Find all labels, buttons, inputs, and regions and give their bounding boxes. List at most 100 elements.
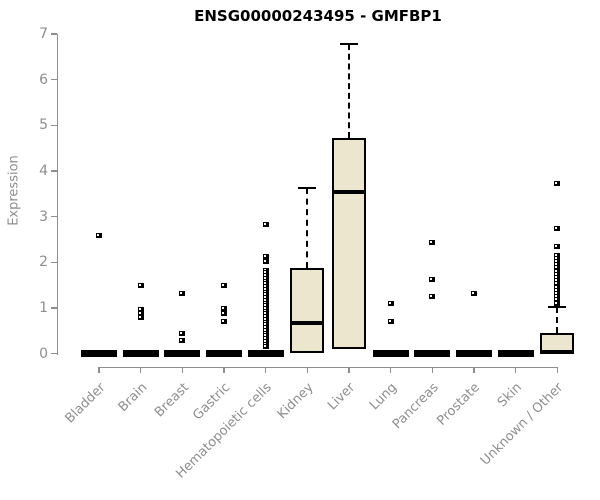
outlier-point <box>262 308 269 314</box>
y-tick <box>50 33 57 35</box>
outlier-point <box>262 281 269 287</box>
whisker <box>556 306 559 334</box>
outlier-point <box>262 289 269 295</box>
x-tick <box>223 367 225 373</box>
x-tick-label: Skin <box>494 380 525 411</box>
outlier-point <box>262 319 269 325</box>
outlier-point <box>262 284 269 290</box>
y-tick-label: 1 <box>39 300 48 317</box>
y-tick-label: 7 <box>39 26 48 43</box>
outlier-point <box>554 284 561 290</box>
box <box>247 350 284 358</box>
y-tick-label: 6 <box>39 71 48 88</box>
outlier-point <box>429 294 436 300</box>
outlier-point <box>262 267 269 273</box>
y-axis-line <box>56 33 58 355</box>
x-tick-label: Kidney <box>274 380 317 423</box>
x-tick-label: Lung <box>366 380 400 414</box>
whisker <box>306 188 309 268</box>
x-tick-label: Prostate <box>434 380 484 429</box>
box <box>455 350 492 358</box>
outlier-point <box>554 265 561 271</box>
box <box>372 350 409 358</box>
outlier-point <box>262 286 269 292</box>
outlier-point <box>554 262 561 268</box>
outlier-point <box>554 244 561 250</box>
outlier-point <box>554 268 561 274</box>
x-tick <box>264 367 267 373</box>
outlier-point <box>262 333 269 339</box>
x-tick-label: Brain <box>115 380 150 415</box>
outlier-point <box>554 290 561 296</box>
outlier-point <box>262 303 269 309</box>
y-tick <box>50 124 57 127</box>
outlier-point <box>220 282 227 288</box>
outlier-point <box>262 270 269 276</box>
outlier-point <box>262 297 269 303</box>
x-tick <box>514 367 517 373</box>
x-tick <box>473 367 475 373</box>
outlier-point <box>262 300 269 306</box>
outlier-point <box>137 282 144 288</box>
outlier-point <box>554 300 561 306</box>
outlier-point <box>429 239 436 245</box>
outlier-point <box>262 327 269 333</box>
outlier-point <box>554 281 561 287</box>
outlier-point <box>554 274 561 280</box>
box <box>81 350 117 358</box>
outlier-point <box>554 180 561 186</box>
outlier-point <box>262 325 269 331</box>
y-tick <box>50 78 57 81</box>
chart-title: ENSG00000243495 - GMFBP1 <box>194 7 442 25</box>
outlier-point <box>262 338 269 344</box>
outlier-point <box>262 330 269 336</box>
box <box>164 350 201 358</box>
outlier-point <box>262 316 269 322</box>
x-axis-line <box>98 366 559 368</box>
outlier-point <box>262 273 269 279</box>
y-tick-label: 4 <box>39 163 48 180</box>
outlier-point <box>554 297 561 303</box>
x-tick <box>431 367 434 373</box>
outlier-point <box>554 278 561 284</box>
outlier-point <box>96 233 102 239</box>
x-tick-label: Breast <box>151 380 192 421</box>
y-tick <box>50 352 57 355</box>
x-tick <box>306 367 309 373</box>
box <box>414 350 451 358</box>
outlier-point <box>554 271 561 277</box>
x-tick <box>139 367 142 373</box>
outlier-point <box>179 290 186 296</box>
outlier-point <box>179 338 186 344</box>
outlier-point <box>387 300 394 306</box>
x-tick <box>556 367 558 373</box>
outlier-point <box>262 222 269 228</box>
outlier-point <box>554 252 561 258</box>
y-tick <box>50 215 57 218</box>
outlier-point <box>262 292 269 298</box>
x-tick <box>98 367 100 373</box>
y-tick-label: 5 <box>39 117 48 134</box>
x-tick-label: Unknown / Other <box>478 380 567 469</box>
y-tick-label: 2 <box>39 254 48 271</box>
box <box>122 350 159 358</box>
box <box>290 267 325 353</box>
box <box>331 138 366 350</box>
outlier-point <box>220 311 227 317</box>
outlier-point <box>554 258 561 264</box>
outlier-point <box>262 341 269 347</box>
outlier-point <box>262 311 269 317</box>
outlier-point <box>470 290 477 296</box>
outlier-point <box>262 278 269 284</box>
outlier-point <box>262 295 269 301</box>
outlier-point <box>179 330 186 336</box>
outlier-point <box>554 226 561 232</box>
outlier-point <box>220 305 227 311</box>
box-median <box>331 189 366 194</box>
outlier-point <box>554 287 561 293</box>
outlier-point <box>137 315 144 321</box>
box <box>497 350 534 358</box>
outlier-point <box>262 336 269 342</box>
x-tick <box>389 367 392 373</box>
